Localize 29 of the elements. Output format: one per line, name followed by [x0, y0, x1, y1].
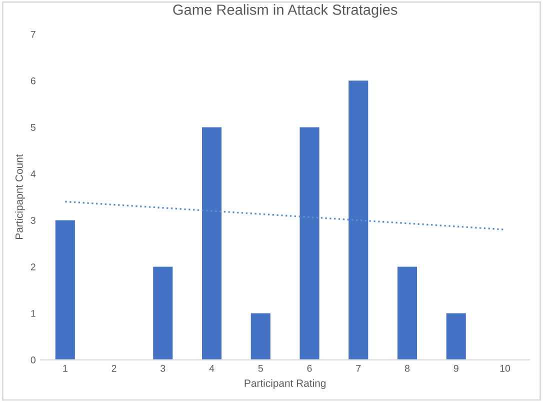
x-axis-title: Participant Rating: [244, 379, 326, 389]
bar: [55, 220, 75, 360]
bar: [348, 80, 368, 360]
x-tick-label: 4: [209, 365, 214, 372]
x-tick-label: 2: [112, 364, 116, 372]
x-tick-label: 3: [160, 364, 166, 372]
bar: [397, 266, 418, 360]
y-tick-label: 3: [30, 216, 36, 224]
y-tick-label: 1: [31, 310, 36, 317]
x-tick-label: 9: [454, 364, 458, 372]
bar: [153, 266, 173, 360]
y-tick-label: 6: [30, 77, 36, 84]
y-tick-label: 0: [30, 356, 36, 364]
y-tick-label: 4: [30, 170, 36, 178]
bar: [250, 313, 270, 360]
chart-title: Game Realism in Attack Stratagies: [173, 4, 398, 18]
x-tick-label: 10: [500, 364, 510, 372]
x-tick-label: 8: [404, 364, 410, 372]
bar: [202, 127, 222, 360]
y-tick-label: 7: [30, 31, 36, 38]
y-axis-title: Participapnt Count: [15, 154, 25, 239]
x-tick-label: 1: [63, 365, 68, 372]
bar: [446, 313, 466, 360]
x-tick-label: 7: [356, 365, 361, 372]
y-tick-label: 5: [30, 124, 36, 131]
y-tick-label: 2: [30, 263, 36, 270]
x-tick-label: 6: [307, 364, 312, 372]
x-tick-label: 5: [258, 365, 263, 372]
bar: [300, 127, 320, 360]
